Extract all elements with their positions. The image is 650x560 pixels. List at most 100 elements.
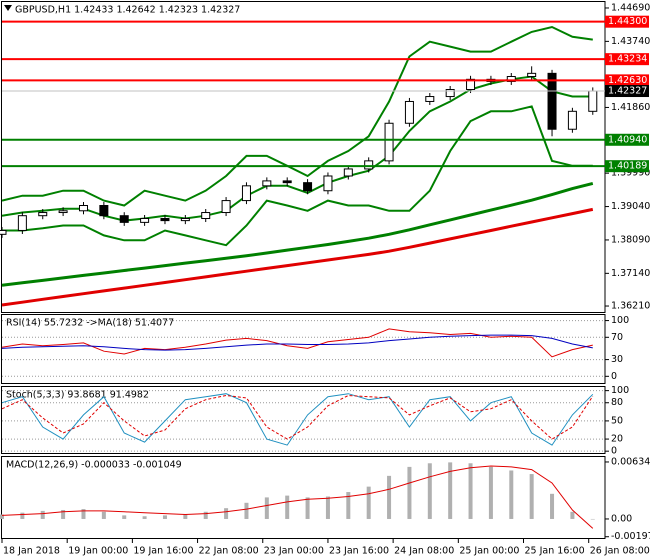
candle-body — [58, 210, 68, 214]
histogram-bar — [387, 475, 392, 519]
histogram-bar — [224, 508, 229, 519]
x-tick-label: 26 Jan 08:00 — [590, 546, 650, 557]
menu-arrow — [4, 5, 12, 11]
panel-title: GBPUSD,H1 1.42433 1.42642 1.42323 1.4232… — [15, 5, 240, 16]
level-label: 1.40189 — [608, 161, 647, 172]
histogram-bar — [203, 511, 208, 519]
candle-body — [303, 182, 313, 192]
candle-body — [119, 215, 129, 223]
y-tick-label: 100 — [611, 315, 629, 326]
histogram-bar — [509, 470, 514, 519]
series-line — [1, 25, 593, 207]
histogram-bar — [244, 502, 249, 519]
candle-body — [364, 160, 374, 170]
candle-body — [140, 218, 150, 223]
histogram-bar — [142, 516, 147, 519]
last-price-label: 1.42327 — [608, 86, 647, 97]
candle-body — [527, 72, 537, 78]
y-tick-label: 0.006347 — [611, 456, 650, 467]
x-tick-label: 25 Jan 16:00 — [525, 546, 585, 557]
series-line — [1, 181, 594, 287]
x-tick-label: 25 Jan 00:00 — [459, 546, 519, 557]
histogram-bar — [590, 518, 595, 520]
y-tick-label: 30 — [611, 354, 623, 365]
series-line — [1, 334, 593, 351]
y-tick-label: 1.41860 — [611, 102, 650, 113]
candle-body — [323, 175, 333, 192]
candle-body — [547, 72, 557, 130]
histogram-bar — [407, 466, 412, 519]
histogram-bar — [488, 466, 493, 519]
x-tick-label: 23 Jan 00:00 — [264, 546, 324, 557]
histogram-bar — [285, 495, 290, 519]
x-tick-label: 19 Jan 00:00 — [68, 546, 128, 557]
candle-body — [201, 212, 211, 220]
candle-body — [404, 100, 414, 124]
candle-body — [282, 180, 292, 184]
y-tick-label: 1.37140 — [611, 268, 650, 279]
y-tick-label: 1.39990 — [611, 168, 650, 179]
series-line — [1, 394, 594, 440]
y-tick-label: 70 — [611, 332, 623, 343]
y-tick-label: 20 — [611, 434, 623, 445]
candle-body — [160, 218, 170, 222]
series-line — [1, 465, 594, 529]
histogram-bar — [550, 493, 555, 519]
level-label: 1.40940 — [608, 134, 647, 145]
y-tick-label: 1.39040 — [611, 201, 650, 212]
candle-body — [180, 218, 190, 222]
level-label-box — [605, 133, 649, 146]
candle-body — [445, 89, 455, 98]
level-label: 1.42630 — [608, 75, 647, 86]
y-tick-label: 0 — [611, 371, 617, 382]
histogram-bar — [20, 512, 25, 519]
series-line — [1, 328, 593, 358]
candle-body — [588, 90, 598, 112]
candle-body — [221, 200, 231, 214]
histogram-bar — [264, 497, 269, 519]
price-panel — [1, 1, 606, 313]
candle-body — [567, 110, 577, 130]
histogram-bar — [162, 515, 167, 519]
y-tick-label: -0.001979 — [611, 531, 650, 542]
y-tick-label: 1.43740 — [611, 36, 650, 47]
candle-body — [506, 76, 516, 82]
histogram-bar — [366, 486, 371, 519]
panel-title: MACD(12,26,9) -0.000033 -0.001049 — [6, 460, 182, 471]
histogram-bar — [122, 515, 127, 519]
level-label: 1.44300 — [608, 16, 647, 27]
panel-title: Stoch(5,3,3) 93.8681 91.4982 — [6, 390, 149, 401]
y-tick-label: 50 — [611, 415, 623, 426]
y-tick-label: 100 — [611, 385, 629, 396]
candle-body — [0, 229, 7, 235]
candle-body — [99, 205, 109, 217]
macd-panel — [1, 456, 606, 539]
x-tick-label: 22 Jan 08:00 — [199, 546, 259, 557]
candle-body — [38, 212, 48, 217]
y-tick-label: 80 — [611, 397, 623, 408]
x-tick-label: 18 Jan 2018 — [3, 546, 60, 557]
series-line — [1, 207, 594, 307]
histogram-bar — [448, 462, 453, 519]
level-label: 1.43234 — [608, 54, 647, 65]
histogram-bar — [61, 509, 66, 519]
candle-body — [425, 96, 435, 102]
histogram-bar — [40, 510, 45, 519]
stoch-panel — [1, 386, 606, 454]
x-tick-label: 23 Jan 16:00 — [329, 546, 389, 557]
series-line — [1, 393, 594, 446]
y-tick-label: 1.44690 — [611, 2, 650, 13]
histogram-bar — [427, 463, 432, 519]
histogram-bar — [325, 496, 330, 519]
candle-body — [262, 180, 272, 187]
histogram-bar — [570, 511, 575, 519]
x-tick-label: 19 Jan 16:00 — [133, 546, 193, 557]
histogram-bar — [529, 474, 534, 519]
rsi-panel — [1, 314, 606, 384]
level-label-box — [605, 15, 649, 28]
candle-body — [343, 168, 353, 177]
histogram-bar — [468, 463, 473, 519]
histogram-bar — [81, 509, 86, 519]
series-line — [2, 105, 593, 247]
